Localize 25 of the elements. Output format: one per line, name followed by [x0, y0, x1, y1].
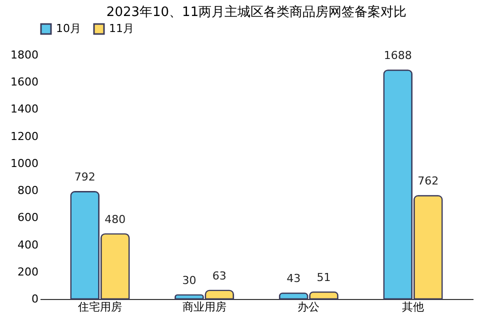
data-label: 43: [286, 272, 301, 286]
x-tick-label: 其他: [402, 300, 424, 314]
y-tick-label: 1000: [10, 156, 38, 170]
y-tick-label: 1600: [10, 76, 38, 89]
y-tick-label: 200: [18, 265, 38, 278]
data-label: 792: [74, 170, 96, 184]
y-tick-label: 400: [18, 238, 38, 252]
legend-label: 10月: [56, 22, 81, 35]
x-tick-label: 商业用房: [182, 300, 226, 314]
y-tick-label: 1800: [10, 48, 38, 62]
data-label: 762: [418, 174, 439, 188]
data-label: 1688: [384, 49, 412, 62]
y-tick-label: 1400: [10, 102, 38, 116]
y-tick-label: 800: [18, 184, 38, 198]
y-tick-label: 600: [18, 211, 38, 224]
data-label: 51: [316, 271, 331, 284]
x-tick-label: 住宅用房: [78, 300, 122, 314]
chart-title: 2023年10、11两月主城区各类商品房网签备案对比: [106, 4, 407, 20]
data-label: 30: [182, 274, 196, 287]
data-label: 63: [212, 269, 226, 282]
y-tick-label: 0: [32, 292, 38, 306]
data-label: 480: [104, 212, 126, 226]
legend-label: 11月: [109, 22, 134, 35]
x-tick-label: 办公: [298, 300, 320, 314]
y-tick-label: 1200: [10, 130, 38, 143]
